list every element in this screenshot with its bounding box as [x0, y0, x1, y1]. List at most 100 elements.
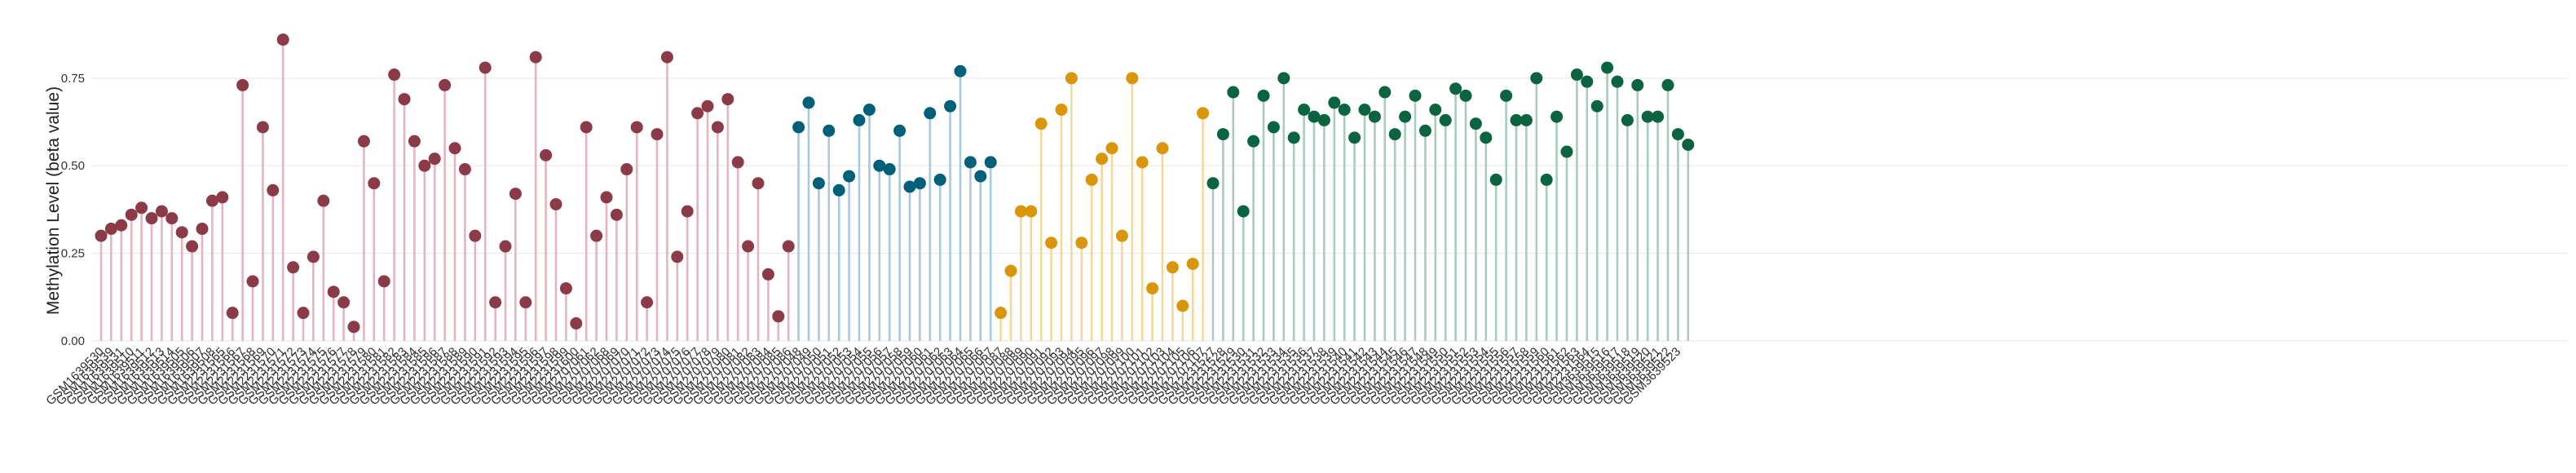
data-point [1206, 177, 1220, 190]
data-point [1136, 156, 1149, 169]
data-point [660, 51, 673, 64]
data-point [772, 310, 785, 323]
data-point [1237, 205, 1250, 218]
data-point [580, 121, 593, 134]
data-point [933, 173, 946, 186]
data-point [205, 194, 218, 207]
data-point [590, 229, 603, 242]
data-point [276, 33, 289, 46]
data-point [1540, 173, 1553, 186]
data-point [1480, 131, 1493, 144]
data-point [802, 96, 815, 109]
data-point [862, 104, 876, 116]
data-point [509, 188, 522, 201]
data-point [742, 240, 755, 253]
data-point [1418, 124, 1431, 137]
data-point [267, 183, 280, 197]
data-point [812, 177, 825, 190]
data-point [1267, 121, 1280, 134]
data-point [1298, 104, 1311, 116]
data-point [1590, 99, 1603, 113]
data-point [357, 135, 370, 148]
data-point [135, 201, 148, 214]
data-point [1096, 153, 1109, 166]
data-point [125, 208, 138, 221]
data-point [1176, 299, 1189, 312]
data-point [1500, 89, 1513, 102]
data-point [1085, 173, 1098, 186]
data-point [1105, 142, 1118, 155]
data-point [1146, 282, 1159, 295]
stems [99, 39, 1690, 341]
data-point [1025, 205, 1038, 218]
data-point [1439, 113, 1452, 126]
data-point [1156, 142, 1169, 155]
data-point [1581, 75, 1594, 88]
data-point [398, 93, 411, 106]
data-point [600, 191, 613, 204]
data-point [903, 180, 916, 193]
data-point [1227, 86, 1240, 99]
y-axis-ticks: 0.00 0.25 0.50 0.75 [61, 72, 85, 348]
data-point [1560, 145, 1573, 158]
data-point [1014, 205, 1027, 218]
data-point [1166, 261, 1179, 274]
data-point [317, 194, 330, 207]
data-point [377, 275, 390, 288]
data-point [1489, 173, 1502, 186]
data-point [1621, 113, 1634, 126]
data-point [995, 307, 1008, 320]
data-point [1388, 128, 1401, 141]
data-point [671, 250, 684, 263]
data-point [610, 208, 623, 221]
data-point [1368, 110, 1381, 123]
data-point [499, 240, 512, 253]
data-point [216, 191, 229, 204]
data-point [1641, 110, 1654, 123]
data-point [954, 64, 967, 77]
data-point [549, 197, 562, 210]
data-point [1671, 128, 1684, 141]
data-point [853, 113, 866, 126]
data-point [1399, 110, 1412, 123]
data-point [570, 317, 583, 330]
data-point [984, 156, 997, 169]
data-point [1317, 113, 1330, 126]
data-point [529, 51, 542, 64]
data-point [236, 78, 249, 91]
data-point [681, 205, 694, 218]
points [95, 33, 1695, 334]
data-point [1661, 78, 1674, 91]
data-point [1449, 82, 1462, 95]
data-point [489, 296, 502, 309]
data-point [408, 135, 421, 148]
data-point [1459, 89, 1472, 102]
data-point [1601, 61, 1614, 74]
data-point [924, 107, 937, 120]
data-point [1631, 78, 1644, 91]
data-point [1045, 236, 1058, 250]
data-point [1115, 229, 1128, 242]
data-point [337, 296, 351, 309]
y-tick-label: 0.50 [61, 159, 85, 173]
data-point [1247, 135, 1260, 148]
data-point [458, 163, 471, 176]
data-point [721, 93, 734, 106]
data-point [1611, 75, 1624, 88]
y-tick-label: 0.00 [61, 334, 85, 348]
data-point [519, 296, 532, 309]
data-point [186, 240, 199, 253]
data-point [428, 153, 441, 166]
data-point [691, 107, 704, 120]
data-point [1065, 72, 1078, 85]
data-point [439, 78, 452, 91]
data-point [1530, 72, 1543, 85]
data-point [752, 177, 765, 190]
data-point [1126, 72, 1139, 85]
data-point [368, 177, 381, 190]
data-point [1075, 236, 1088, 250]
data-point [832, 183, 845, 197]
data-point [307, 250, 320, 263]
data-point [944, 99, 957, 113]
data-point [347, 320, 360, 334]
